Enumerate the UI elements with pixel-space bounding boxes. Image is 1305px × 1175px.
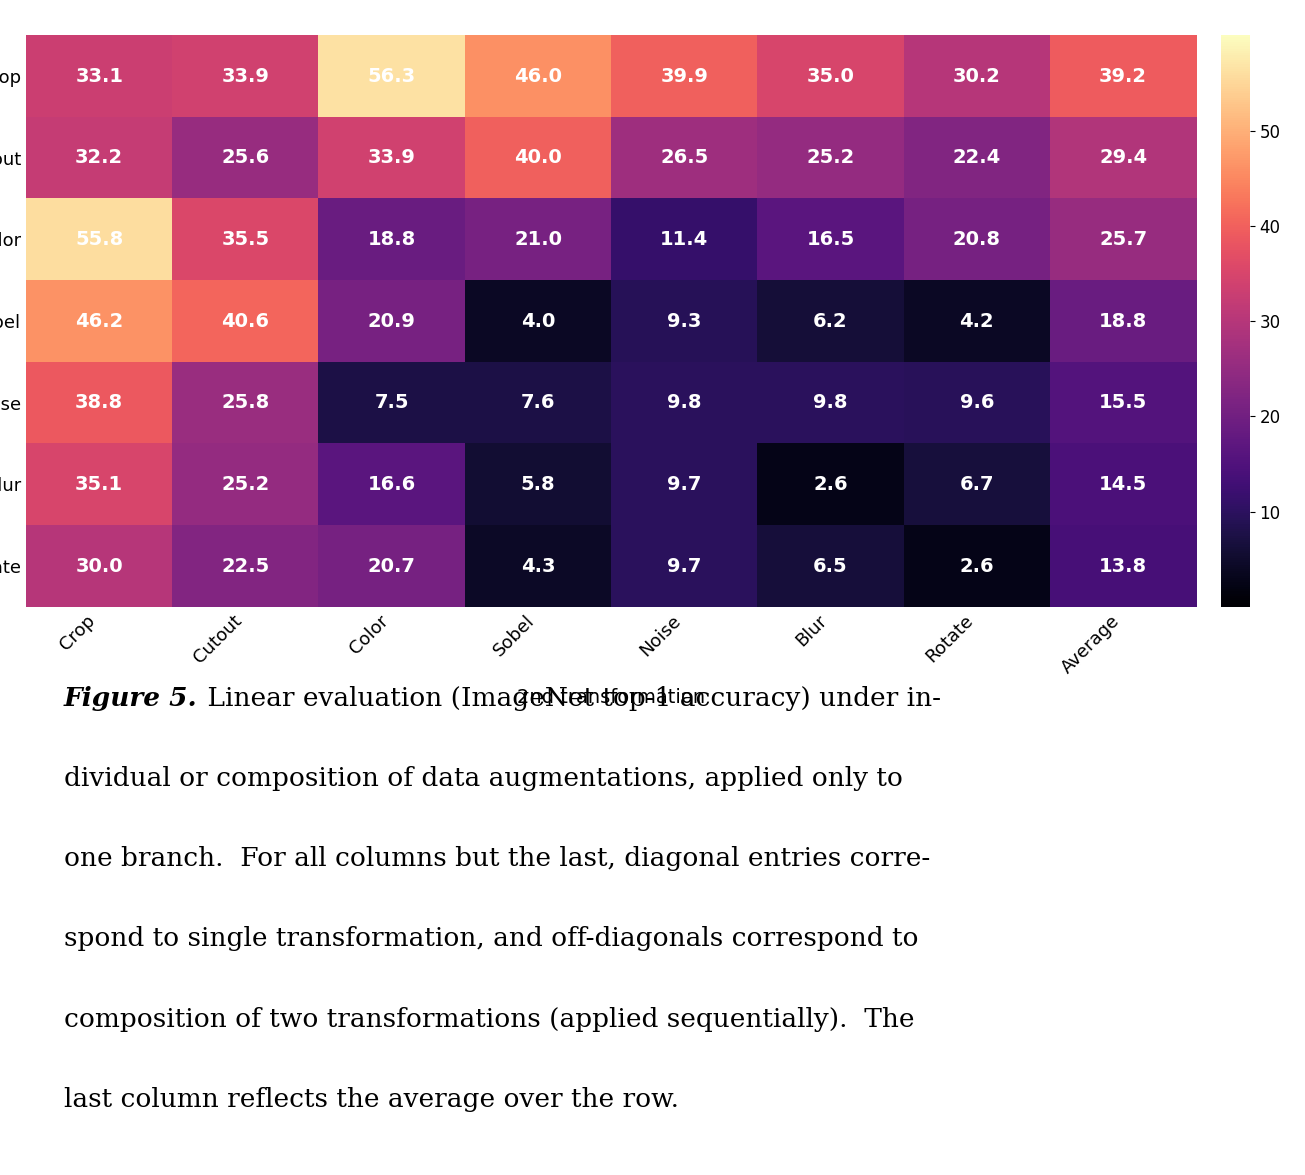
Text: 2.6: 2.6 (813, 475, 848, 494)
Text: 25.6: 25.6 (222, 148, 270, 167)
Text: 9.7: 9.7 (667, 475, 702, 494)
Text: 9.8: 9.8 (813, 394, 848, 412)
Text: last column reflects the average over the row.: last column reflects the average over th… (64, 1087, 679, 1112)
Text: 6.5: 6.5 (813, 557, 848, 576)
Text: 33.9: 33.9 (368, 148, 416, 167)
Text: 4.2: 4.2 (959, 311, 994, 330)
Text: 4.3: 4.3 (521, 557, 555, 576)
Text: 55.8: 55.8 (76, 230, 124, 249)
Text: 15.5: 15.5 (1099, 394, 1147, 412)
Text: 14.5: 14.5 (1099, 475, 1147, 494)
Text: 25.2: 25.2 (222, 475, 270, 494)
Text: Figure 5.: Figure 5. (64, 686, 197, 711)
Text: dividual or composition of data augmentations, applied only to: dividual or composition of data augmenta… (64, 766, 903, 791)
Text: 20.9: 20.9 (368, 311, 416, 330)
Text: 13.8: 13.8 (1099, 557, 1147, 576)
Text: 38.8: 38.8 (76, 394, 123, 412)
Text: 22.5: 22.5 (222, 557, 270, 576)
Text: 6.2: 6.2 (813, 311, 848, 330)
Text: 11.4: 11.4 (660, 230, 709, 249)
Text: 9.3: 9.3 (667, 311, 702, 330)
Text: 32.2: 32.2 (76, 148, 123, 167)
Text: 30.0: 30.0 (76, 557, 123, 576)
Text: 9.6: 9.6 (959, 394, 994, 412)
Text: 2.6: 2.6 (959, 557, 994, 576)
Text: 40.0: 40.0 (514, 148, 562, 167)
Text: 9.7: 9.7 (667, 557, 702, 576)
Text: 26.5: 26.5 (660, 148, 709, 167)
Text: composition of two transformations (applied sequentially).  The: composition of two transformations (appl… (64, 1007, 915, 1032)
Text: 18.8: 18.8 (368, 230, 416, 249)
Text: 21.0: 21.0 (514, 230, 562, 249)
Text: 16.6: 16.6 (368, 475, 416, 494)
Text: 56.3: 56.3 (368, 67, 416, 86)
Text: 20.7: 20.7 (368, 557, 416, 576)
Text: 6.7: 6.7 (959, 475, 994, 494)
Text: 29.4: 29.4 (1099, 148, 1147, 167)
Text: Linear evaluation (ImageNet top-1 accuracy) under in-: Linear evaluation (ImageNet top-1 accura… (198, 686, 941, 711)
Text: 22.4: 22.4 (953, 148, 1001, 167)
Text: 25.2: 25.2 (806, 148, 855, 167)
Text: 35.1: 35.1 (76, 475, 123, 494)
Text: 16.5: 16.5 (806, 230, 855, 249)
Text: 7.6: 7.6 (521, 394, 555, 412)
Text: 39.2: 39.2 (1099, 67, 1147, 86)
Text: 35.0: 35.0 (806, 67, 855, 86)
Text: one branch.  For all columns but the last, diagonal entries corre-: one branch. For all columns but the last… (64, 846, 930, 872)
Text: 20.8: 20.8 (953, 230, 1001, 249)
Text: 40.6: 40.6 (222, 311, 270, 330)
Text: 39.9: 39.9 (660, 67, 709, 86)
Text: 30.2: 30.2 (953, 67, 1001, 86)
Text: 46.0: 46.0 (514, 67, 562, 86)
Text: 18.8: 18.8 (1099, 311, 1147, 330)
Text: 5.8: 5.8 (521, 475, 556, 494)
Text: 9.8: 9.8 (667, 394, 702, 412)
Text: spond to single transformation, and off-diagonals correspond to: spond to single transformation, and off-… (64, 926, 919, 952)
Text: 4.0: 4.0 (521, 311, 555, 330)
Text: 46.2: 46.2 (76, 311, 124, 330)
Text: 33.1: 33.1 (76, 67, 123, 86)
Text: 35.5: 35.5 (222, 230, 270, 249)
Text: 25.7: 25.7 (1099, 230, 1147, 249)
Text: 33.9: 33.9 (222, 67, 269, 86)
X-axis label: 2nd transformation: 2nd transformation (517, 689, 705, 707)
Text: 7.5: 7.5 (375, 394, 408, 412)
Text: 25.8: 25.8 (222, 394, 270, 412)
